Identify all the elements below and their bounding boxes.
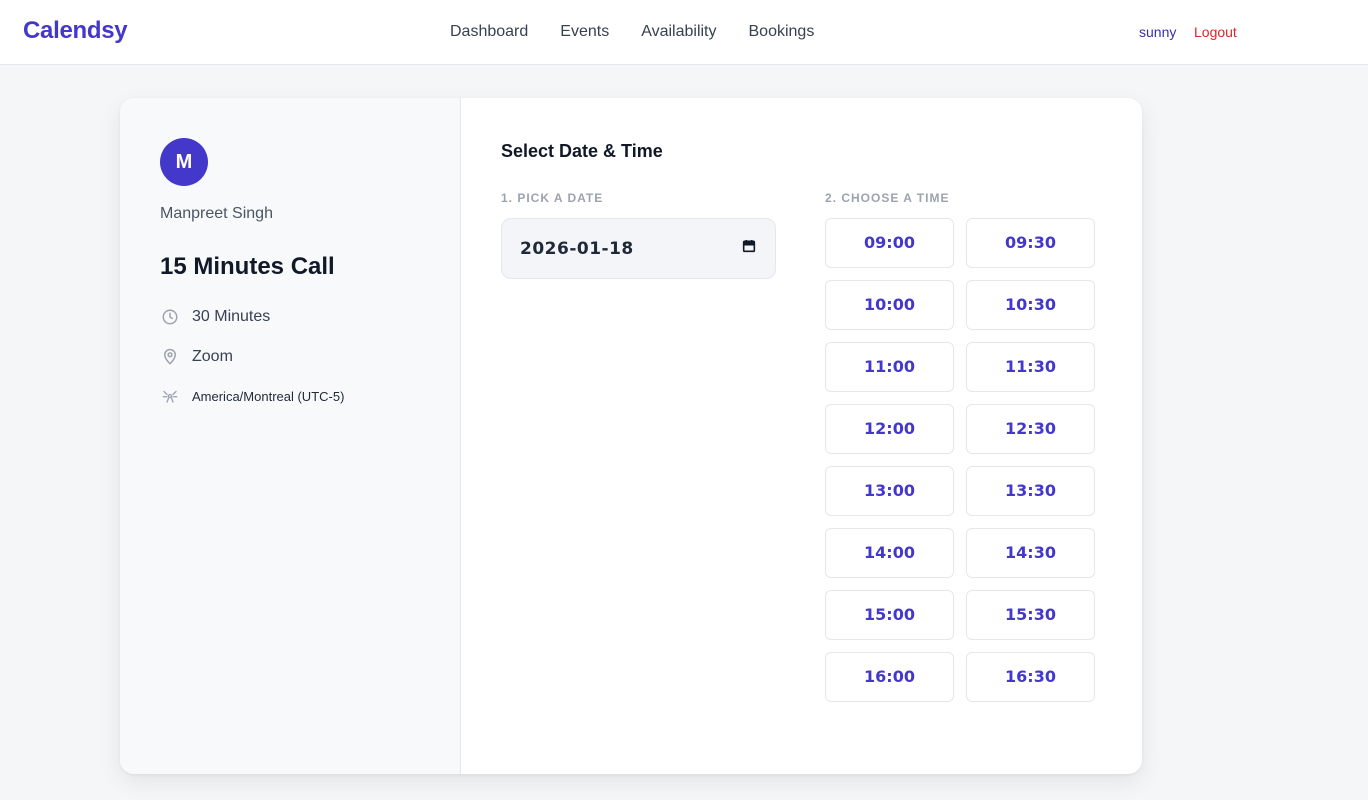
host-name: Manpreet Singh	[160, 205, 273, 222]
choose-time-label: 2. Choose a time	[825, 191, 950, 205]
pick-date-label: 1. Pick a date	[501, 191, 604, 205]
calendar-icon[interactable]	[741, 238, 757, 259]
location-text: Zoom	[192, 348, 233, 365]
time-slot-button[interactable]: 14:00	[825, 528, 954, 578]
timezone-text: America/Montreal (UTC-5)	[192, 388, 345, 404]
event-details-panel: M Manpreet Singh 15 Minutes Call 30 Minu…	[120, 98, 461, 774]
time-slot-button[interactable]: 11:30	[966, 342, 1095, 392]
time-slot-button[interactable]: 09:00	[825, 218, 954, 268]
time-slot-button[interactable]: 09:30	[966, 218, 1095, 268]
time-slot-button[interactable]: 12:00	[825, 404, 954, 454]
time-slot-button[interactable]: 15:30	[966, 590, 1095, 640]
time-slot-button[interactable]: 11:00	[825, 342, 954, 392]
date-time-panel: Select Date & Time 1. Pick a date 2. Cho…	[461, 98, 1142, 774]
map-pin-icon	[160, 347, 180, 367]
date-value: 2026-01-18	[520, 238, 634, 259]
time-slot-button[interactable]: 16:30	[966, 652, 1095, 702]
duration-row: 30 Minutes	[160, 307, 270, 327]
time-slot-button[interactable]: 10:30	[966, 280, 1095, 330]
time-slot-button[interactable]: 12:30	[966, 404, 1095, 454]
time-slot-button[interactable]: 10:00	[825, 280, 954, 330]
section-title: Select Date & Time	[501, 141, 663, 161]
globe-icon	[160, 386, 180, 406]
timezone-row: America/Montreal (UTC-5)	[160, 386, 344, 406]
duration-text: 30 Minutes	[192, 308, 271, 325]
time-slot-button[interactable]: 13:00	[825, 466, 954, 516]
clock-icon	[160, 307, 180, 327]
username-label: sunny	[1139, 24, 1177, 40]
top-navbar: Calendsy Dashboard Events Availability B…	[0, 0, 1368, 65]
main-nav: Dashboard Events Availability Bookings	[450, 22, 846, 42]
logout-link[interactable]: Logout	[1194, 24, 1237, 40]
time-slot-button[interactable]: 14:30	[966, 528, 1095, 578]
time-slot-button[interactable]: 13:30	[966, 466, 1095, 516]
brand-logo[interactable]: Calendsy	[23, 17, 128, 44]
nav-availability[interactable]: Availability	[641, 23, 717, 40]
nav-bookings[interactable]: Bookings	[748, 23, 815, 40]
time-slot-button[interactable]: 15:00	[825, 590, 954, 640]
location-row: Zoom	[160, 347, 233, 367]
nav-dashboard[interactable]: Dashboard	[450, 23, 529, 40]
event-title: 15 Minutes Call	[160, 253, 335, 280]
date-picker-input[interactable]: 2026-01-18	[501, 218, 776, 279]
booking-card: M Manpreet Singh 15 Minutes Call 30 Minu…	[120, 98, 1142, 774]
nav-events[interactable]: Events	[560, 23, 610, 40]
time-slot-button[interactable]: 16:00	[825, 652, 954, 702]
avatar: M	[160, 138, 208, 186]
